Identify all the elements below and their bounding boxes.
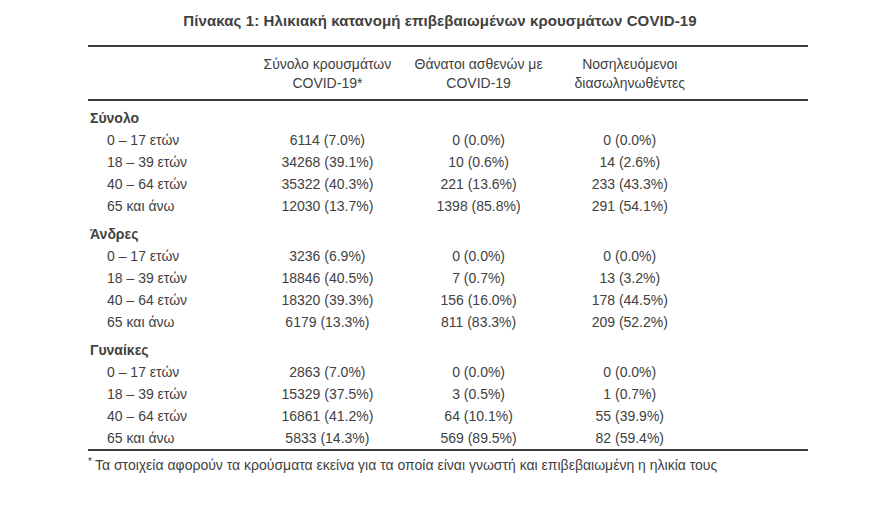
spacer-cell bbox=[711, 129, 808, 151]
total-cases-cell: 18320 (39.3%) bbox=[246, 289, 408, 311]
section-header-row: Σύνολο bbox=[88, 100, 808, 129]
spacer-cell bbox=[711, 383, 808, 405]
intubated-cell: 209 (52.2%) bbox=[549, 311, 711, 333]
total-cases-cell: 35322 (40.3%) bbox=[246, 173, 408, 195]
intubated-cell: 0 (0.0%) bbox=[549, 361, 711, 383]
spacer-cell bbox=[711, 245, 808, 267]
total-cases-cell: 3236 (6.9%) bbox=[246, 245, 408, 267]
total-cases-cell: 18846 (40.5%) bbox=[246, 267, 408, 289]
deaths-cell: 3 (0.5%) bbox=[408, 383, 548, 405]
deaths-cell: 811 (83.3%) bbox=[408, 311, 548, 333]
total-cases-cell: 16861 (41.2%) bbox=[246, 405, 408, 427]
table-row: 65 και άνω6179 (13.3%)811 (83.3%)209 (52… bbox=[88, 311, 808, 333]
spacer-cell bbox=[711, 311, 808, 333]
deaths-cell: 156 (16.0%) bbox=[408, 289, 548, 311]
spacer-cell bbox=[711, 151, 808, 173]
table-row: 0 – 17 ετών6114 (7.0%)0 (0.0%)0 (0.0%) bbox=[88, 129, 808, 151]
total-cases-cell: 2863 (7.0%) bbox=[246, 361, 408, 383]
section-label: Άνδρες bbox=[88, 217, 808, 245]
total-cases-cell: 12030 (13.7%) bbox=[246, 195, 408, 217]
table-caption: Πίνακας 1: Ηλικιακή κατανομή επιβεβαιωμέ… bbox=[0, 0, 880, 29]
age-group-label: 0 – 17 ετών bbox=[88, 245, 246, 267]
header-deaths: Θάνατοι ασθενών με COVID-19 bbox=[408, 46, 548, 100]
table-row: 40 – 64 ετών18320 (39.3%)156 (16.0%)178 … bbox=[88, 289, 808, 311]
age-group-label: 18 – 39 ετών bbox=[88, 383, 246, 405]
table-row: 65 και άνω5833 (14.3%)569 (89.5%)82 (59.… bbox=[88, 427, 808, 450]
header-empty bbox=[88, 46, 246, 100]
intubated-cell: 14 (2.6%) bbox=[549, 151, 711, 173]
footnote-text: Τα στοιχεία αφορούν τα κρούσματα εκείνα … bbox=[95, 457, 717, 473]
section-label: Σύνολο bbox=[88, 100, 808, 129]
intubated-cell: 291 (54.1%) bbox=[549, 195, 711, 217]
age-group-label: 18 – 39 ετών bbox=[88, 267, 246, 289]
footnote: *Τα στοιχεία αφορούν τα κρούσματα εκείνα… bbox=[88, 456, 808, 474]
total-cases-cell: 6114 (7.0%) bbox=[246, 129, 408, 151]
deaths-cell: 1398 (85.8%) bbox=[408, 195, 548, 217]
deaths-cell: 0 (0.0%) bbox=[408, 361, 548, 383]
intubated-cell: 178 (44.5%) bbox=[549, 289, 711, 311]
deaths-cell: 10 (0.6%) bbox=[408, 151, 548, 173]
total-cases-cell: 15329 (37.5%) bbox=[246, 383, 408, 405]
total-cases-cell: 5833 (14.3%) bbox=[246, 427, 408, 450]
age-group-label: 40 – 64 ετών bbox=[88, 173, 246, 195]
age-group-label: 65 και άνω bbox=[88, 311, 246, 333]
deaths-cell: 64 (10.1%) bbox=[408, 405, 548, 427]
age-group-label: 40 – 64 ετών bbox=[88, 405, 246, 427]
intubated-cell: 13 (3.2%) bbox=[549, 267, 711, 289]
total-cases-cell: 34268 (39.1%) bbox=[246, 151, 408, 173]
table-row: 0 – 17 ετών3236 (6.9%)0 (0.0%)0 (0.0%) bbox=[88, 245, 808, 267]
table-body: Σύνολο0 – 17 ετών6114 (7.0%)0 (0.0%)0 (0… bbox=[88, 100, 808, 450]
section-header-row: Γυναίκες bbox=[88, 333, 808, 361]
age-group-label: 65 και άνω bbox=[88, 427, 246, 450]
spacer-cell bbox=[711, 361, 808, 383]
table-row: 18 – 39 ετών15329 (37.5%)3 (0.5%)1 (0.7%… bbox=[88, 383, 808, 405]
age-group-label: 40 – 64 ετών bbox=[88, 289, 246, 311]
footnote-asterisk: * bbox=[88, 456, 92, 467]
intubated-cell: 82 (59.4%) bbox=[549, 427, 711, 450]
page: Πίνακας 1: Ηλικιακή κατανομή επιβεβαιωμέ… bbox=[0, 0, 880, 508]
header-intubated: Νοσηλευόμενοι διασωληνωθέντες bbox=[549, 46, 711, 100]
intubated-cell: 0 (0.0%) bbox=[549, 245, 711, 267]
table-row: 18 – 39 ετών34268 (39.1%)10 (0.6%)14 (2.… bbox=[88, 151, 808, 173]
intubated-cell: 233 (43.3%) bbox=[549, 173, 711, 195]
intubated-cell: 0 (0.0%) bbox=[549, 129, 711, 151]
covid-age-table: Σύνολο κρουσμάτων COVID-19* Θάνατοι ασθε… bbox=[88, 45, 808, 451]
total-cases-cell: 6179 (13.3%) bbox=[246, 311, 408, 333]
header-total-cases: Σύνολο κρουσμάτων COVID-19* bbox=[246, 46, 408, 100]
table-row: 0 – 17 ετών2863 (7.0%)0 (0.0%)0 (0.0%) bbox=[88, 361, 808, 383]
spacer-cell bbox=[711, 427, 808, 450]
table-row: 40 – 64 ετών35322 (40.3%)221 (13.6%)233 … bbox=[88, 173, 808, 195]
table-header: Σύνολο κρουσμάτων COVID-19* Θάνατοι ασθε… bbox=[88, 46, 808, 100]
section-header-row: Άνδρες bbox=[88, 217, 808, 245]
header-row: Σύνολο κρουσμάτων COVID-19* Θάνατοι ασθε… bbox=[88, 46, 808, 100]
age-group-label: 18 – 39 ετών bbox=[88, 151, 246, 173]
age-group-label: 65 και άνω bbox=[88, 195, 246, 217]
header-spacer bbox=[711, 46, 808, 100]
age-group-label: 0 – 17 ετών bbox=[88, 129, 246, 151]
deaths-cell: 7 (0.7%) bbox=[408, 267, 548, 289]
spacer-cell bbox=[711, 267, 808, 289]
spacer-cell bbox=[711, 289, 808, 311]
table-row: 18 – 39 ετών18846 (40.5%)7 (0.7%)13 (3.2… bbox=[88, 267, 808, 289]
section-label: Γυναίκες bbox=[88, 333, 808, 361]
deaths-cell: 0 (0.0%) bbox=[408, 245, 548, 267]
table-row: 40 – 64 ετών16861 (41.2%)64 (10.1%)55 (3… bbox=[88, 405, 808, 427]
table-container: Σύνολο κρουσμάτων COVID-19* Θάνατοι ασθε… bbox=[88, 45, 808, 451]
spacer-cell bbox=[711, 195, 808, 217]
spacer-cell bbox=[711, 405, 808, 427]
spacer-cell bbox=[711, 173, 808, 195]
table-row: 65 και άνω12030 (13.7%)1398 (85.8%)291 (… bbox=[88, 195, 808, 217]
deaths-cell: 221 (13.6%) bbox=[408, 173, 548, 195]
deaths-cell: 0 (0.0%) bbox=[408, 129, 548, 151]
intubated-cell: 1 (0.7%) bbox=[549, 383, 711, 405]
intubated-cell: 55 (39.9%) bbox=[549, 405, 711, 427]
deaths-cell: 569 (89.5%) bbox=[408, 427, 548, 450]
age-group-label: 0 – 17 ετών bbox=[88, 361, 246, 383]
